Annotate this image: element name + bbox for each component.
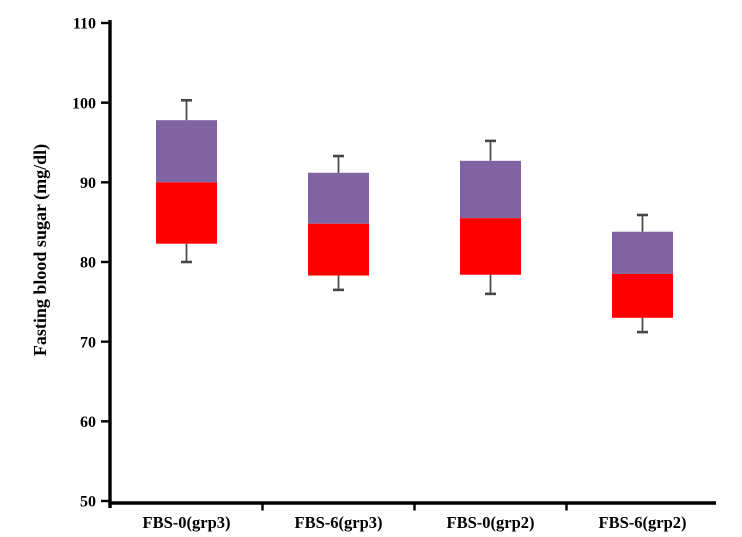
y-tick-label: 90 — [80, 175, 96, 192]
box-lower-segment — [612, 273, 673, 318]
y-axis-title: Fasting blood sugar (mg/dl) — [30, 144, 51, 356]
box-upper-segment — [612, 231, 673, 274]
box-lower-segment — [308, 223, 369, 276]
x-axis-label: FBS-0(grp3) — [143, 513, 231, 532]
box-upper-segment — [460, 160, 521, 219]
x-axis-label: FBS-0(grp2) — [447, 513, 535, 532]
y-tick-label: 60 — [80, 414, 96, 431]
y-tick-label: 50 — [80, 494, 96, 511]
box-lower-segment — [460, 218, 521, 275]
box-lower-segment — [156, 182, 217, 244]
y-tick-label: 110 — [73, 16, 96, 33]
x-axis-label: FBS-6(grp3) — [295, 513, 383, 532]
y-tick-label: 100 — [72, 95, 96, 112]
x-axis-label: FBS-6(grp2) — [599, 513, 687, 532]
box-upper-segment — [156, 120, 217, 183]
plot-area: 50 60 70 80 90 100 110 FBS-0(grp3) FBS-6(grp3) FB… — [72, 16, 716, 532]
y-tick-label: 70 — [80, 334, 96, 351]
y-tick-label: 80 — [80, 255, 96, 272]
box-upper-segment — [308, 172, 369, 224]
